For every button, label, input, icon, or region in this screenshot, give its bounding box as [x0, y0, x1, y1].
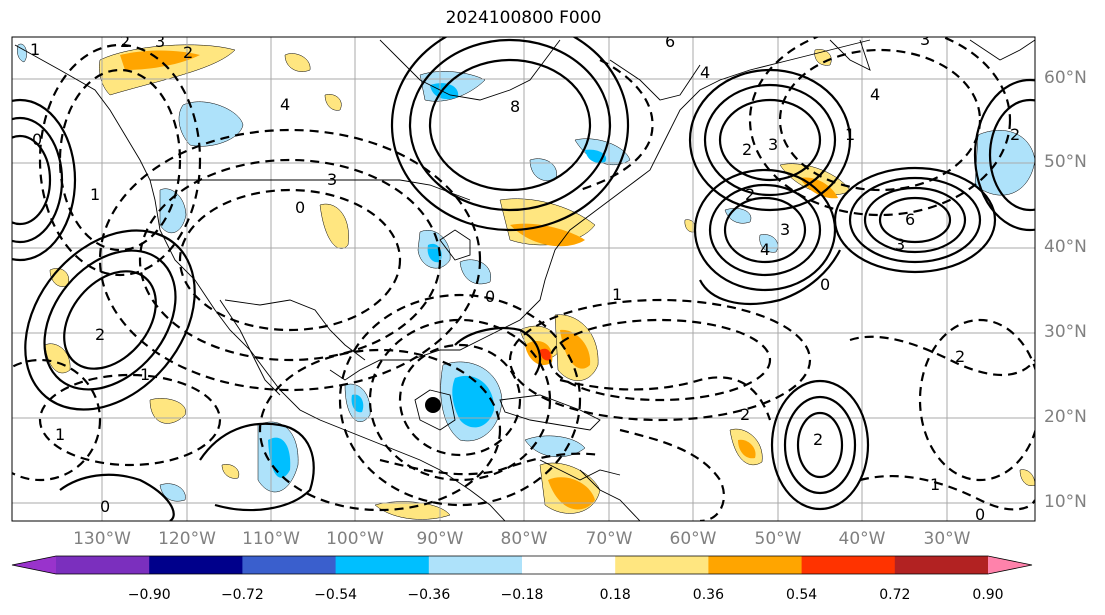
colorbar-tick-label: −0.54	[314, 587, 358, 603]
contour-label: 2	[95, 325, 105, 344]
colorbar-tick-label: 0.18	[599, 587, 631, 603]
map-frame	[11, 36, 1036, 522]
map-title: 2024100800 F000	[445, 8, 602, 28]
contour-label: 2	[740, 405, 750, 424]
contour-label: 4	[280, 95, 290, 114]
colorbar-tick-label: −0.18	[500, 587, 544, 603]
longitude-label: 30°W	[923, 529, 971, 549]
colorbar	[11, 555, 1033, 575]
lat-lon-grid	[12, 37, 1035, 521]
colorbar-bin	[56, 556, 150, 574]
colorbar-bin	[801, 556, 896, 574]
latitude-label: 10°N	[1044, 492, 1087, 512]
contour-label: 2	[120, 32, 130, 51]
longitude-label: 50°W	[754, 529, 802, 549]
longitude-label: 120°W	[158, 529, 216, 549]
contour-label: 1	[55, 425, 65, 444]
contour-label: 2	[183, 43, 193, 62]
coastlines	[14, 39, 1035, 521]
shaded-field	[17, 43, 1035, 520]
longitude-label: 80°W	[500, 529, 548, 549]
colorbar-left-extension	[12, 556, 56, 574]
colorbar-bin	[615, 556, 709, 574]
colorbar-tick-label: 0.72	[879, 587, 911, 603]
contour-label: 2	[813, 430, 823, 449]
colorbar-tick-label: −0.90	[127, 587, 171, 603]
colorbar-tick-label: 0.36	[692, 587, 724, 603]
longitude-label: 110°W	[242, 529, 300, 549]
latitude-label: 20°N	[1044, 407, 1087, 427]
contour-label: 1	[930, 475, 940, 494]
contour-label: 0	[975, 505, 985, 524]
contour-label: 2	[742, 140, 752, 159]
contour-label: 8	[510, 97, 520, 116]
contour-label: 4	[870, 85, 880, 104]
longitude-label: 130°W	[73, 529, 131, 549]
colorbar-tick-label: 0.54	[786, 587, 818, 603]
colorbar-tick-label: −0.36	[407, 587, 451, 603]
colorbar-tick-label: 0.90	[972, 587, 1004, 603]
contour-label: 1	[612, 285, 622, 304]
latitude-label: 30°N	[1044, 322, 1087, 342]
contour-label: 6	[665, 32, 675, 51]
latitude-label: 40°N	[1044, 237, 1087, 257]
colorbar-tick-label: −0.72	[220, 587, 264, 603]
contour-label: 3	[327, 170, 337, 189]
contour-label: 2	[1010, 125, 1020, 144]
colorbar-bin	[894, 556, 989, 574]
contour-label: 4	[700, 63, 710, 82]
colorbar-bins	[56, 556, 989, 574]
contour-label: 1	[90, 185, 100, 204]
storm-center-marker	[425, 397, 441, 413]
latitude-label: 60°N	[1044, 68, 1087, 88]
contour-label: 0	[485, 287, 495, 306]
longitude-label: 70°W	[585, 529, 633, 549]
contour-label: 2	[955, 347, 965, 366]
contour-label: 0	[295, 198, 305, 217]
colorbar-bin	[522, 556, 616, 574]
colorbar-bin	[149, 556, 243, 574]
dashed-contours	[12, 37, 1035, 521]
contour-labels: 2 3 1 0 2 1 0 2 1 1 0 6 4 8 2 3 1 4 2 3 …	[30, 30, 1020, 524]
latitude-label: 50°N	[1044, 152, 1087, 172]
colorbar-bin	[335, 556, 430, 574]
contour-label: 3	[155, 32, 165, 51]
colorbar-outline	[11, 555, 1033, 575]
contour-label: 3	[780, 220, 790, 239]
contour-label: 3	[768, 135, 778, 154]
contour-label: 6	[905, 210, 915, 229]
longitude-label: 60°W	[669, 529, 717, 549]
colorbar-bin	[242, 556, 337, 574]
contour-label: 0	[820, 275, 830, 294]
contour-label: 2	[745, 185, 755, 204]
contour-label: 3	[895, 235, 905, 254]
longitude-label: 100°W	[326, 529, 384, 549]
solid-contours	[12, 37, 1035, 521]
colorbar-bin	[708, 556, 803, 574]
map-plot-area: 2 3 1 0 2 1 0 2 1 1 0 6 4 8 2 3 1 4 2 3 …	[12, 30, 1035, 524]
longitude-label: 90°W	[416, 529, 464, 549]
contour-label: 4	[760, 240, 770, 259]
contour-label: 1	[30, 40, 40, 59]
contour-label: 0	[32, 130, 42, 149]
colorbar-bin	[428, 556, 523, 574]
contour-label: 1	[140, 365, 150, 384]
longitude-label: 40°W	[838, 529, 886, 549]
contour-label: 0	[100, 497, 110, 516]
colorbar-right-extension	[988, 556, 1032, 574]
contour-label: 1	[845, 125, 855, 144]
contour-label: 3	[920, 30, 930, 49]
